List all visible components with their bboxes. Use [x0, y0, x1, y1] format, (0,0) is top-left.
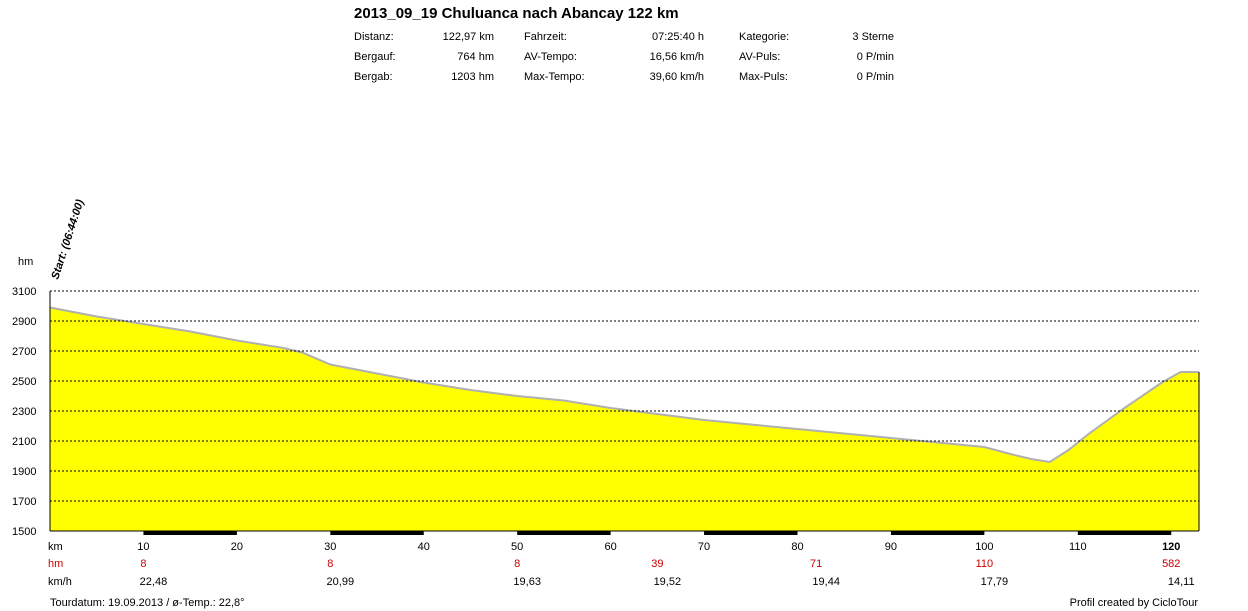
stat-value-bergauf: 764 hm: [457, 51, 494, 63]
stat-label-av-puls: AV-Puls:: [739, 51, 781, 63]
stat-label-bergab: Bergab:: [354, 71, 393, 83]
x-tick-label: 120: [1162, 541, 1180, 553]
segment-value: 110: [976, 558, 994, 570]
stat-value-fahrzeit: 07:25:40 h: [652, 31, 704, 43]
y-tick-label: 1700: [12, 496, 36, 508]
x-axis-segment: [890, 531, 985, 535]
y-tick-label: 1900: [12, 466, 36, 478]
segment-value: 19,52: [654, 576, 682, 588]
x-tick-label: 50: [511, 541, 523, 553]
segment-value: 71: [810, 558, 822, 570]
segment-value: 19,44: [812, 576, 840, 588]
x-axis-segment: [143, 531, 237, 535]
y-tick-label: 2900: [12, 316, 36, 328]
stat-label-bergauf: Bergauf:: [354, 51, 396, 63]
stat-label-kategorie: Kategorie:: [739, 31, 790, 43]
y-tick-label: 3100: [12, 286, 36, 298]
x-tick-label: 20: [231, 541, 243, 553]
segment-row-label: km/h: [48, 576, 72, 588]
x-tick-label: 70: [698, 541, 710, 553]
x-axis-segment: [1077, 531, 1172, 535]
elevation-area: [50, 307, 1199, 531]
segment-value: 20,99: [327, 576, 355, 588]
y-tick-label: 2700: [12, 346, 36, 358]
x-axis-segment: [330, 531, 424, 535]
chart-title: 2013_09_19 Chuluanca nach Abancay 122 km: [354, 5, 679, 22]
stat-label-max-tempo: Max-Tempo:: [524, 71, 585, 83]
x-axis-segment: [704, 531, 798, 535]
start-annotation: Start: (06:44:00): [49, 198, 86, 281]
stat-value-distanz: 122,97 km: [442, 31, 494, 43]
y-tick-label: 1500: [12, 526, 36, 538]
elevation-line: [49, 306, 1199, 464]
y-tick-label: 2500: [12, 376, 36, 388]
stat-value-bergab: 1203 hm: [451, 71, 494, 83]
x-tick-label: 90: [885, 541, 897, 553]
segment-value: 14,11: [1168, 576, 1195, 588]
segment-value: 19,63: [513, 576, 541, 588]
stat-value-kategorie: 3 Sterne: [852, 31, 894, 43]
segment-value: 8: [140, 558, 146, 570]
segment-row-label: hm: [48, 558, 63, 570]
y-tick-label: 2100: [12, 436, 36, 448]
credit-footer: Profil created by CicloTour: [1069, 597, 1198, 609]
y-axis-title: hm: [18, 256, 33, 268]
stat-label-max-puls: Max-Puls:: [739, 71, 788, 83]
stat-value-max-puls: 0 P/min: [856, 71, 894, 83]
stat-value-av-tempo: 16,56 km/h: [649, 51, 704, 63]
x-tick-label: 30: [324, 541, 336, 553]
segment-value: 8: [514, 558, 520, 570]
x-tick-label: 10: [137, 541, 149, 553]
x-tick-label: 40: [418, 541, 430, 553]
x-axis-title: km: [48, 541, 63, 553]
segment-value: 39: [651, 558, 663, 570]
segment-value: 22,48: [140, 576, 168, 588]
segment-value: 582: [1162, 558, 1180, 570]
segment-value: 8: [327, 558, 333, 570]
x-tick-label: 110: [1069, 541, 1087, 553]
x-tick-label: 80: [791, 541, 803, 553]
x-tick-label: 60: [604, 541, 616, 553]
x-axis-segment: [517, 531, 611, 535]
stat-value-av-puls: 0 P/min: [856, 51, 894, 63]
segment-value: 17,79: [981, 576, 1009, 588]
tour-info-footer: Tourdatum: 19.09.2013 / ø-Temp.: 22,8°: [50, 597, 245, 609]
y-tick-label: 2300: [12, 406, 36, 418]
stat-label-distanz: Distanz:: [354, 31, 394, 43]
stat-label-av-tempo: AV-Tempo:: [524, 51, 577, 63]
x-tick-label: 100: [975, 541, 993, 553]
stat-label-fahrzeit: Fahrzeit:: [524, 31, 567, 43]
stat-value-max-tempo: 39,60 km/h: [649, 71, 704, 83]
